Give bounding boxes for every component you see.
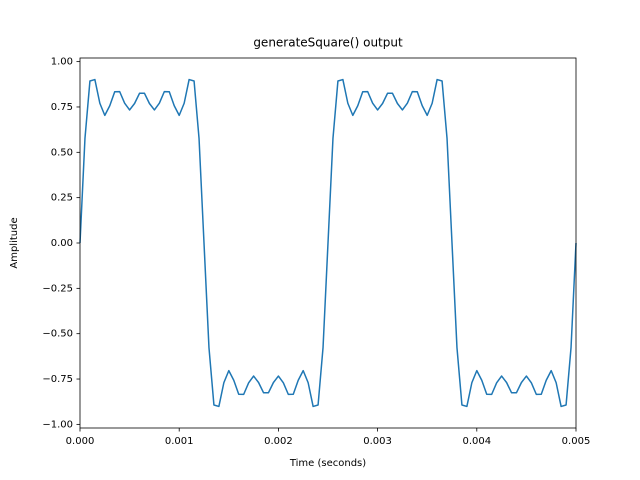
x-axis-label: Time (seconds) bbox=[289, 458, 366, 469]
y-tick-label: 0.00 bbox=[51, 238, 73, 249]
x-tick-label: 0.001 bbox=[165, 436, 194, 447]
axes-frame bbox=[79, 57, 577, 429]
x-tick-label: 0.005 bbox=[562, 436, 591, 447]
y-tick-label: −0.50 bbox=[42, 329, 73, 340]
y-axis-label: Amplitude bbox=[9, 217, 20, 268]
y-tick-label: 0.50 bbox=[51, 147, 73, 158]
x-tick-label: 0.003 bbox=[363, 436, 392, 447]
x-tick-label: 0.000 bbox=[66, 436, 95, 447]
y-tick-label: 0.75 bbox=[51, 102, 73, 113]
x-tick-label: 0.002 bbox=[264, 436, 293, 447]
y-tick-label: −0.75 bbox=[42, 374, 73, 385]
y-tick-label: −0.25 bbox=[42, 283, 73, 294]
y-tick-label: 1.00 bbox=[51, 57, 73, 68]
x-tick-label: 0.004 bbox=[462, 436, 491, 447]
y-tick-label: 0.25 bbox=[51, 193, 73, 204]
y-tick-label: −1.00 bbox=[42, 419, 73, 430]
chart-title: generateSquare() output bbox=[253, 36, 403, 50]
data-line bbox=[79, 78, 577, 408]
